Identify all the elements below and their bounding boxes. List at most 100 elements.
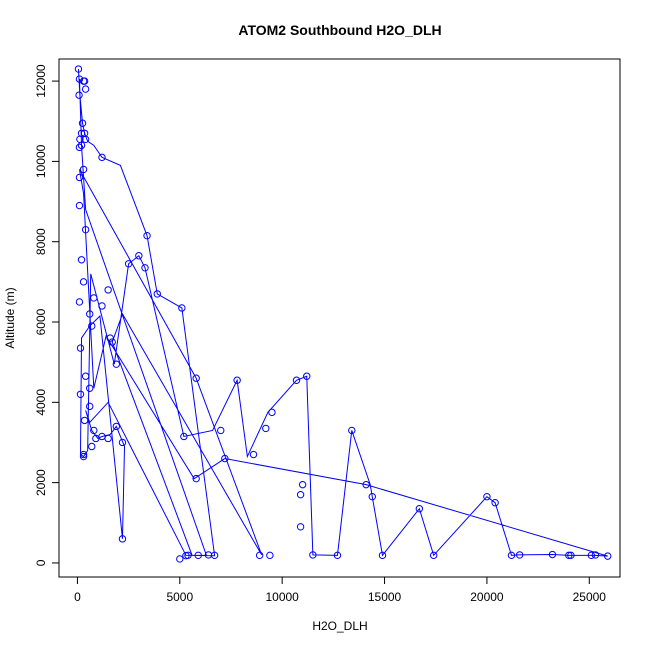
data-point: [178, 304, 186, 312]
data-point: [79, 452, 88, 461]
data-point: [79, 450, 88, 459]
data-point: [180, 432, 188, 441]
data-point: [507, 551, 516, 560]
data-point: [378, 551, 387, 560]
data-point: [75, 201, 84, 210]
data-point: [81, 372, 90, 380]
data-point: [565, 551, 573, 560]
plot-frame: [58, 58, 621, 578]
data-point: [135, 252, 143, 260]
data-point: [362, 480, 370, 489]
y-tick-label: 6000: [34, 308, 48, 335]
data-point: [192, 374, 200, 382]
data-point: [74, 65, 83, 73]
data-point: [98, 153, 106, 162]
data-point: [86, 402, 94, 411]
data-point: [587, 551, 596, 560]
data-point: [194, 551, 202, 560]
y-tick-label: 12000: [34, 64, 48, 98]
y-tick-label: 0: [34, 559, 48, 566]
data-point: [292, 376, 301, 384]
data-point: [76, 344, 85, 352]
data-point: [76, 390, 85, 398]
data-point: [78, 119, 87, 127]
y-tick-label: 8000: [34, 228, 48, 255]
data-point: [80, 416, 89, 425]
data-point: [90, 294, 98, 302]
data-point: [88, 322, 96, 330]
x-tick-label: 0: [74, 590, 81, 604]
data-point: [141, 264, 149, 272]
data-point: [266, 551, 274, 560]
data-point: [112, 360, 121, 368]
data-point: [92, 434, 100, 443]
data-point: [184, 551, 192, 560]
y-axis-label: Altitude (m): [3, 287, 17, 348]
data-point: [268, 408, 276, 417]
data-point: [309, 551, 317, 559]
data-point: [75, 298, 84, 306]
data-point: [298, 480, 307, 489]
x-axis-label: H2O_DLH: [312, 619, 367, 633]
data-point: [176, 555, 184, 563]
x-tick-label: 20000: [470, 590, 504, 604]
data-point: [104, 434, 112, 443]
data-point: [217, 426, 225, 435]
data-point: [491, 499, 499, 507]
data-point: [296, 490, 305, 499]
x-tick-label: 10000: [265, 590, 299, 604]
data-point: [79, 165, 88, 174]
data-point: [75, 75, 84, 83]
y-axis: 0 2000 4000 6000 8000 10000 12000: [34, 64, 60, 566]
data-point: [262, 424, 270, 433]
data-point: [90, 426, 98, 435]
data-point: [233, 376, 241, 384]
data-point: [88, 442, 96, 451]
y-tick-label: 4000: [34, 389, 48, 416]
data-point: [429, 551, 438, 560]
data-point: [143, 231, 151, 240]
data-point: [80, 77, 89, 85]
data-point: [548, 550, 557, 559]
x-axis: 0 5000 10000 15000 20000 25000: [74, 576, 607, 604]
data-point: [108, 338, 116, 346]
data-point: [86, 384, 94, 392]
series-line: [77, 69, 608, 557]
data-point: [77, 256, 86, 264]
data-point: [415, 505, 424, 513]
data-point: [567, 551, 575, 560]
data-point: [75, 143, 84, 152]
data-point: [81, 225, 90, 234]
series-layer: [77, 69, 608, 557]
data-point: [112, 422, 121, 431]
data-point: [515, 551, 524, 559]
data-point: [81, 85, 90, 93]
data-point: [118, 438, 127, 447]
data-point: [75, 173, 84, 182]
x-tick-label: 25000: [573, 590, 607, 604]
data-point: [118, 535, 127, 543]
x-tick-label: 5000: [166, 590, 193, 604]
data-point: [348, 426, 356, 435]
data-point: [221, 454, 229, 463]
data-point: [77, 141, 86, 150]
data-point: [79, 278, 88, 286]
data-point: [296, 523, 305, 531]
data-point: [210, 551, 219, 560]
data-point: [81, 135, 90, 144]
chart-title: ATOM2 Southbound H2O_DLH: [238, 22, 441, 38]
data-point: [75, 91, 83, 99]
y-tick-label: 2000: [34, 469, 48, 496]
data-point: [192, 474, 200, 483]
data-point: [591, 551, 600, 559]
y-tick-label: 10000: [34, 144, 48, 178]
x-tick-label: 15000: [368, 590, 402, 604]
data-point: [333, 551, 342, 560]
data-point: [104, 286, 112, 294]
points-layer: [74, 65, 612, 563]
data-point: [249, 450, 258, 459]
data-point: [368, 492, 376, 501]
data-point: [255, 551, 264, 560]
data-point: [106, 334, 114, 342]
